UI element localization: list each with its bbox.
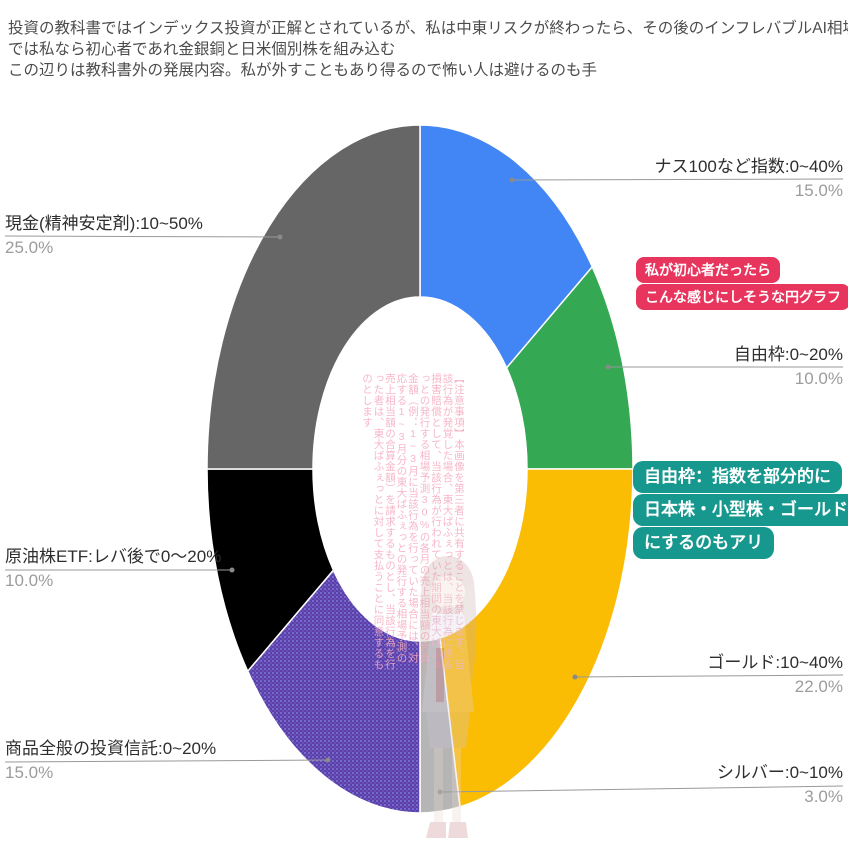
- slice-label-oil-etf: 原油株ETF:レバ後で0～20% 10.0%: [5, 546, 221, 591]
- slice-label-gold: ゴールド:10~40% 22.0%: [707, 652, 843, 697]
- slice-label-name: シルバー:0~10%: [716, 763, 843, 782]
- leader-dot-2: [572, 674, 578, 680]
- leader-line-3: [439, 785, 844, 793]
- slice-label-name: 自由枠:0~20%: [733, 345, 843, 364]
- badge-line: 日本株・小型株・ゴールド: [633, 494, 848, 526]
- header-line-2: では私なら初心者であれ金銀銅と日米個別株を組み込む: [8, 41, 396, 58]
- leader-dot-1: [605, 364, 611, 370]
- leader-line-6: [4, 235, 281, 238]
- slice-label-jiyuwaku: 自由枠:0~20% 10.0%: [734, 344, 843, 389]
- badge-line: 自由枠：指数を部分的に: [633, 461, 842, 493]
- slice-label-name: 現金(精神安定剤):10~50%: [5, 214, 203, 233]
- free-slot-note-badge: 自由枠：指数を部分的に 日本株・小型株・ゴールド にするのもアリ: [633, 461, 848, 560]
- slice-label-percent: 15.0%: [5, 763, 54, 782]
- leader-dot-0: [509, 177, 515, 183]
- pie-slice-6: [206, 124, 421, 470]
- slice-label-name: 商品全般の投資信託:0~20%: [5, 739, 217, 758]
- slice-label-name: 原油株ETF:レバ後で0～20%: [5, 547, 222, 566]
- leader-dot-6: [277, 234, 283, 240]
- leader-dot-3: [437, 789, 443, 795]
- leader-dot-4: [325, 757, 331, 763]
- slice-label-name: ゴールド:10~40%: [707, 653, 843, 672]
- leader-line-0: [511, 178, 844, 181]
- slice-label-name: ナス100など指数:0~40%: [654, 157, 844, 176]
- slice-label-cash: 現金(精神安定剤):10~50% 25.0%: [5, 213, 203, 258]
- slice-label-percent: 3.0%: [804, 787, 843, 806]
- leader-dot-5: [229, 567, 235, 573]
- badge-line: 私が初心者だったら: [636, 257, 780, 283]
- leader-lines: [4, 177, 844, 795]
- badge-line: にするのもアリ: [633, 527, 775, 559]
- slice-label-percent: 10.0%: [5, 571, 54, 590]
- slice-label-silver: シルバー:0~10% 3.0%: [717, 762, 843, 807]
- pie-slice-4: [246, 568, 421, 814]
- header-line-3: この辺りは教科書外の発展内容。私が外すこともあり得るので怖い人は避けるのも手: [8, 62, 598, 79]
- slice-label-commodity-fund: 商品全般の投資信託:0~20% 15.0%: [5, 738, 216, 783]
- pie-slice-0: [419, 124, 594, 370]
- slice-label-percent: 22.0%: [794, 677, 843, 696]
- slice-label-percent: 15.0%: [794, 181, 843, 200]
- slice-label-percent: 10.0%: [794, 369, 843, 388]
- slice-label-nas100: ナス100など指数:0~40% 15.0%: [655, 156, 844, 201]
- beginner-note-badge: 私が初心者だったら こんな感じにしそうな円グラフ: [636, 257, 848, 311]
- pie-slices: [206, 124, 634, 814]
- leader-line-2: [574, 674, 844, 678]
- header-commentary: 投資の教科書ではインデックス投資が正解とされているが、私は中東リスクが終わったら…: [8, 18, 848, 81]
- slice-label-percent: 25.0%: [5, 238, 54, 257]
- pie-slice-2: [439, 468, 634, 808]
- badge-line: こんな感じにしそうな円グラフ: [636, 284, 848, 310]
- leader-line-4: [4, 759, 329, 763]
- header-line-1: 投資の教科書ではインデックス投資が正解とされているが、私は中東リスクが終わったら…: [8, 20, 848, 37]
